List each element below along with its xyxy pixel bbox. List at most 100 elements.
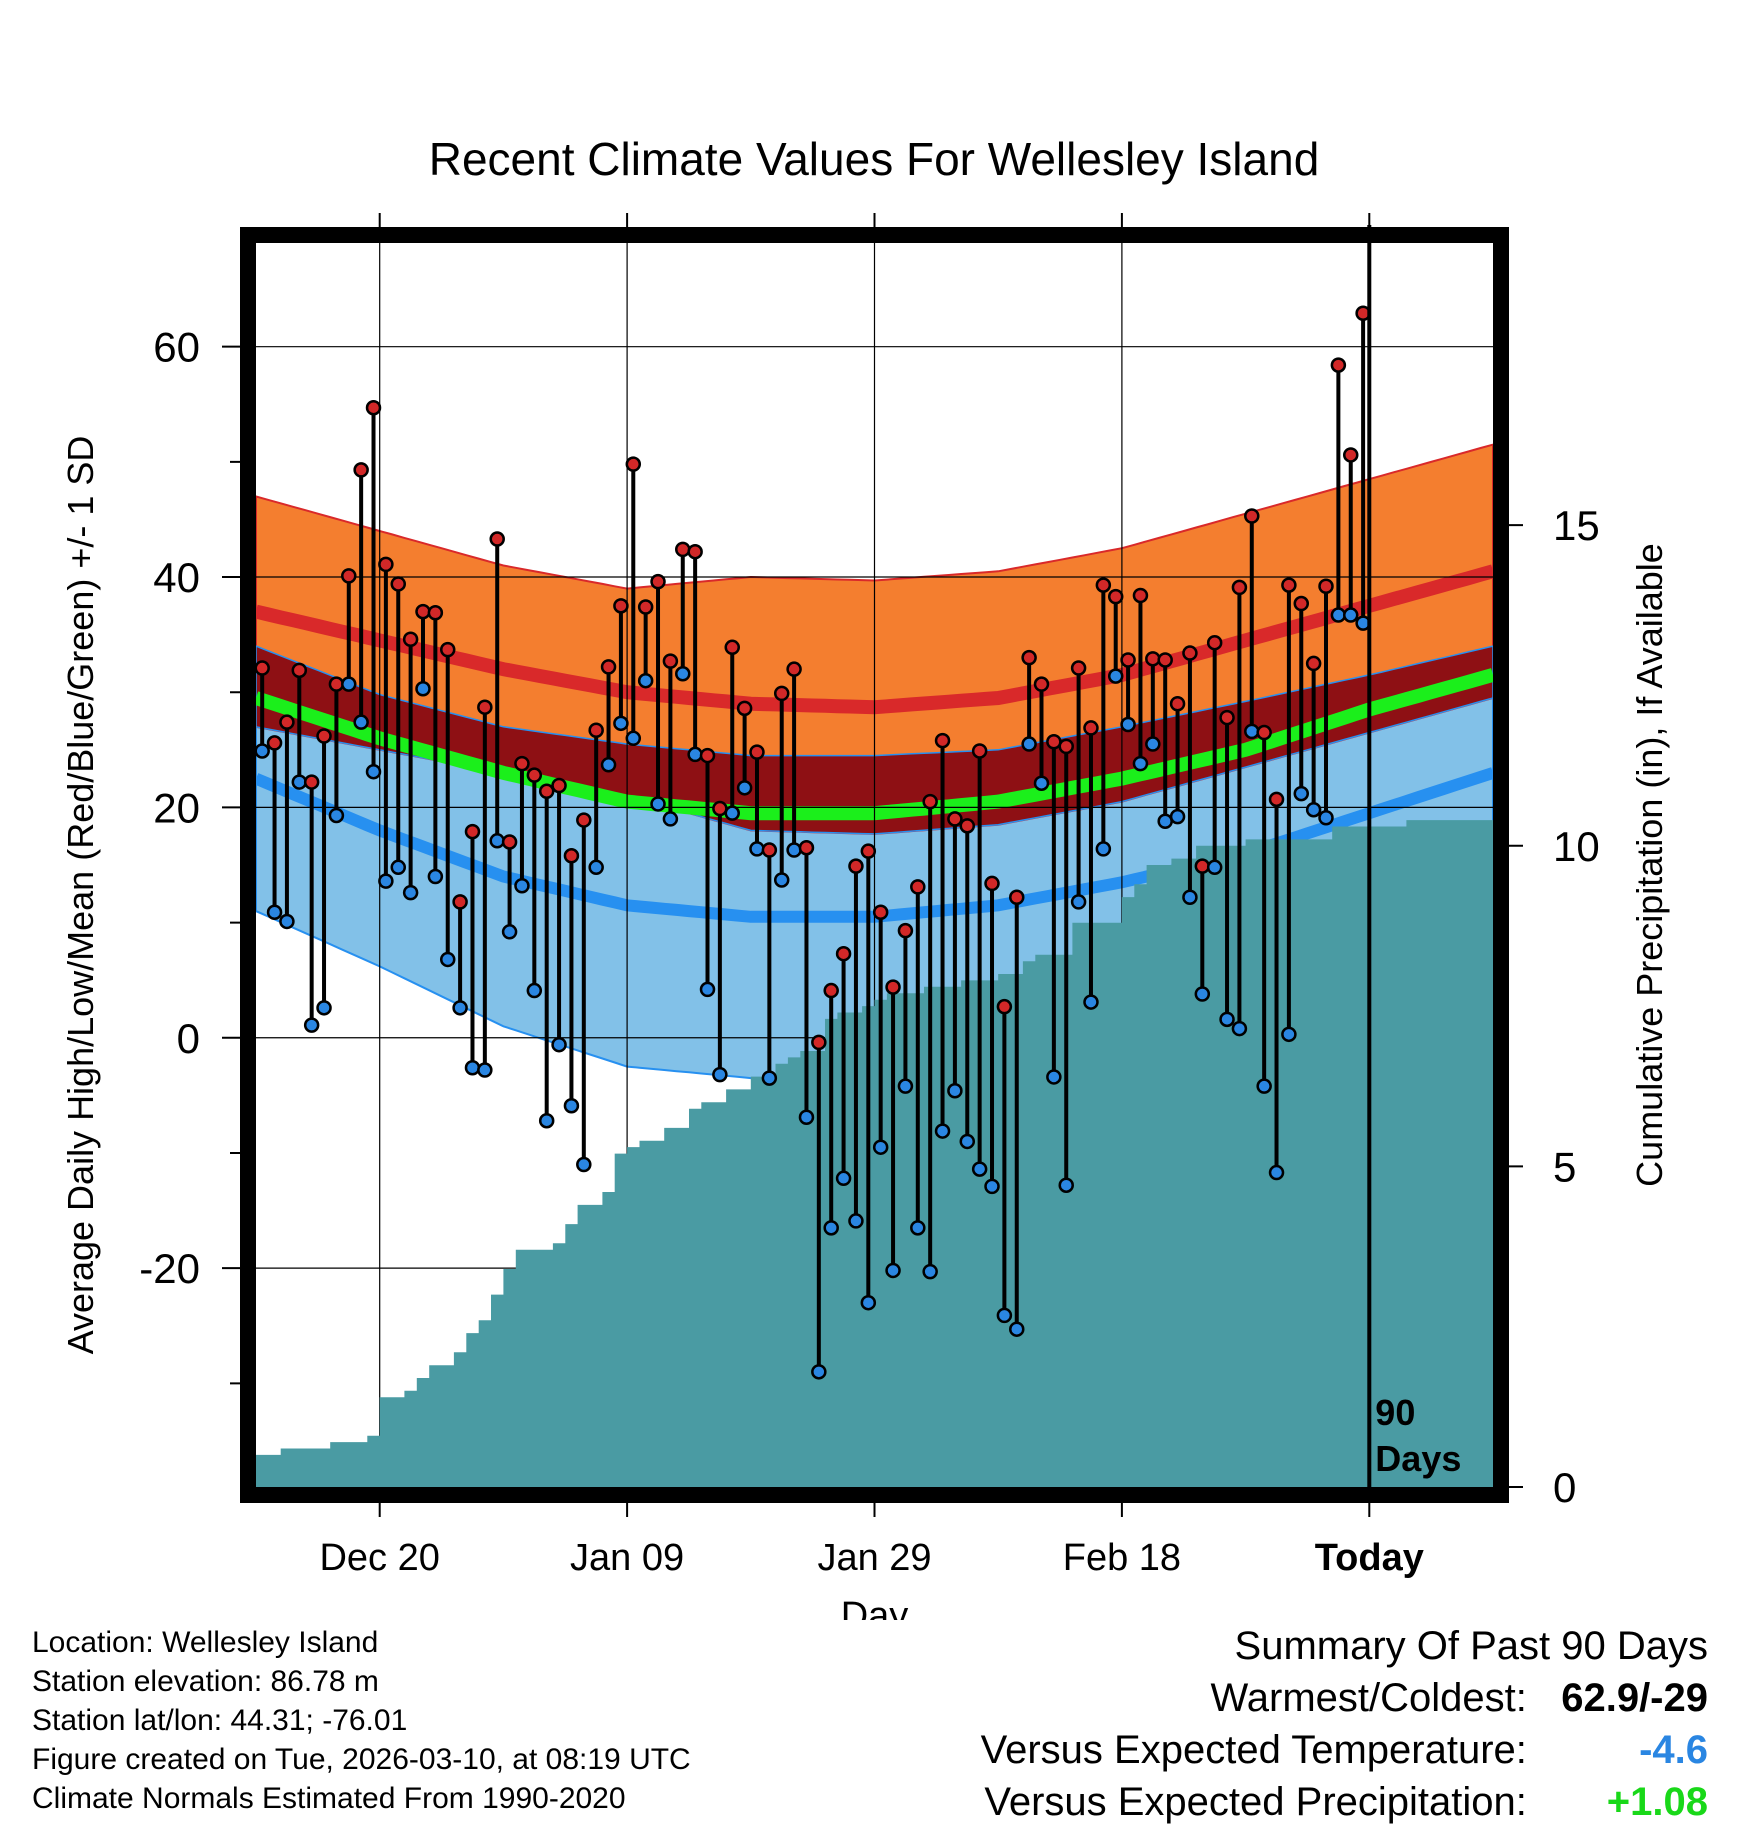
daily-high-point (910, 879, 926, 895)
daily-low-point (1281, 1026, 1297, 1043)
daily-high-point (1231, 579, 1248, 596)
plot-frame: 90 Days (240, 225, 1509, 1503)
x-tick-label: Jan 09 (570, 1537, 684, 1579)
daily-high-point (303, 774, 320, 790)
daily-high-point (773, 685, 790, 702)
daily-high-point (947, 811, 963, 827)
frame-border (240, 227, 1509, 1503)
elevation-text: Station elevation: 86.78 m (32, 1665, 379, 1698)
daily-high-point (1342, 447, 1359, 463)
daily-low-point (1244, 723, 1260, 740)
daily-high-point (279, 714, 295, 730)
daily-high-point (1009, 889, 1025, 906)
daily-low-point (1330, 607, 1347, 623)
y-axis-label: Average Daily High/Low/Mean (Red/Blue/Gr… (60, 436, 101, 1355)
daily-low-point (897, 1078, 914, 1094)
daily-low-point (811, 1364, 827, 1380)
daily-high-point (316, 728, 332, 744)
daily-high-point (1182, 645, 1198, 661)
daily-low-point (1070, 894, 1087, 910)
daily-low-point (798, 1109, 815, 1126)
daily-high-point (1330, 357, 1347, 373)
y2-tick-label: 10 (1553, 823, 1600, 870)
daily-high-point (1256, 724, 1272, 741)
daily-low-point (576, 1156, 592, 1173)
daily-high-point (971, 743, 988, 759)
daily-low-point (996, 1307, 1013, 1324)
daily-high-point (922, 793, 938, 810)
precip-anomaly-label: Versus Expected Precipitation: (984, 1780, 1527, 1824)
daily-low-point (749, 841, 765, 857)
daily-high-point (823, 982, 839, 999)
daily-high-point (650, 573, 666, 590)
daily-low-point (266, 904, 283, 920)
x-tick-label: Feb 18 (1063, 1537, 1181, 1579)
precipitation-fill (256, 820, 1493, 1487)
daily-low-point (328, 807, 345, 824)
daily-high-point (835, 945, 852, 962)
daily-high-point (675, 541, 691, 558)
station-info: Location: Wellesley Island Station eleva… (32, 1623, 691, 1818)
daily-low-point (872, 1139, 889, 1155)
daily-high-point (687, 543, 703, 560)
daily-low-point (378, 873, 394, 889)
daily-low-point (1083, 994, 1099, 1010)
daily-low-point (1095, 841, 1112, 857)
daily-high-point (1070, 660, 1087, 676)
daily-high-point (1244, 508, 1260, 524)
daily-high-point (1169, 695, 1186, 712)
daily-low-point (724, 805, 740, 821)
daily-low-point (600, 757, 617, 773)
daily-high-point (996, 998, 1013, 1015)
daily-low-point (1231, 1020, 1248, 1037)
daily-low-point (254, 743, 270, 759)
daily-high-point (959, 818, 976, 834)
daily-high-point (514, 755, 530, 772)
daily-high-point (625, 456, 642, 472)
daily-low-point (885, 1262, 901, 1279)
precipitation-area (256, 820, 1493, 1487)
daily-low-point (934, 1123, 951, 1139)
daily-high-point (600, 659, 617, 675)
daily-low-point (341, 676, 357, 692)
daily-low-point (835, 1170, 852, 1187)
daily-high-point (1095, 577, 1112, 593)
daily-low-point (1268, 1164, 1285, 1181)
daily-high-point (439, 641, 456, 658)
created-text: Figure created on Tue, 2026-03-10, at 08… (32, 1743, 691, 1776)
x-tick-label: Jan 29 (817, 1537, 931, 1579)
daily-low-point (860, 1294, 877, 1311)
daily-low-point (439, 951, 456, 968)
daily-high-point (415, 603, 431, 620)
daily-low-point (773, 872, 790, 888)
daily-high-point (811, 1034, 827, 1051)
daily-high-point (563, 848, 580, 864)
daily-low-point (291, 774, 308, 790)
today-annotation-unit: Days (1375, 1438, 1461, 1479)
daily-low-point (1120, 716, 1136, 733)
daily-low-point (452, 1000, 468, 1016)
daily-low-point (984, 1178, 1000, 1195)
latlon-text: Station lat/lon: 44.31; -76.01 (32, 1704, 408, 1737)
daily-high-point (736, 700, 753, 717)
daily-low-point (1256, 1078, 1272, 1094)
y-tick-label: -20 (139, 1245, 200, 1292)
daily-high-point (390, 576, 407, 592)
daily-low-point (402, 884, 419, 901)
daily-low-point (514, 877, 530, 894)
daily-high-point (402, 631, 419, 647)
daily-high-point (538, 783, 555, 800)
warmest-coldest-value: 62.9/-29 (1561, 1676, 1708, 1720)
daily-high-point (699, 747, 716, 764)
daily-low-point (1169, 808, 1186, 825)
x-tick-label: Today (1315, 1537, 1424, 1579)
daily-high-point (1194, 858, 1211, 874)
daily-low-point (712, 1066, 728, 1083)
daily-low-point (279, 913, 295, 930)
daily-low-point (489, 833, 505, 849)
daily-high-point (662, 653, 679, 669)
y2-tick-label: 15 (1553, 502, 1600, 549)
daily-low-point (613, 715, 629, 732)
daily-low-point (316, 1000, 332, 1016)
observations (254, 305, 1371, 1380)
